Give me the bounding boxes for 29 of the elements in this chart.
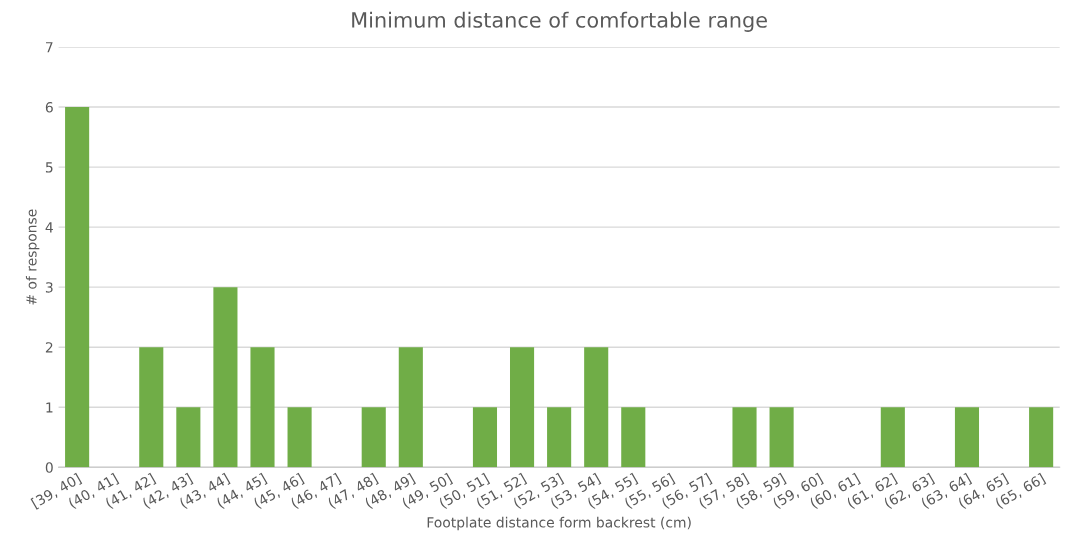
bar (621, 407, 646, 468)
y-tick-label: 4 (45, 222, 53, 233)
bar (769, 407, 794, 468)
bar (547, 407, 572, 468)
bar (880, 407, 905, 468)
bar (250, 347, 275, 468)
bar (472, 407, 498, 468)
bar (361, 407, 386, 468)
y-axis-title: # of response (25, 209, 40, 305)
y-tick-label: 3 (45, 282, 53, 293)
bar (954, 407, 980, 468)
y-tick-label: 6 (45, 102, 53, 113)
bar (732, 407, 757, 468)
bar (1029, 407, 1054, 468)
bar (287, 407, 312, 468)
bar (139, 347, 164, 468)
y-tick-label: 1 (46, 402, 53, 413)
x-axis-title: Footplate distance form backrest (cm) (427, 516, 691, 531)
y-tick-label: 2 (45, 342, 53, 353)
y-tick-label: 0 (45, 462, 53, 473)
bar (213, 287, 238, 468)
bar (398, 347, 423, 468)
bar (176, 407, 201, 468)
bar (584, 347, 609, 468)
y-tick-label: 5 (45, 162, 53, 173)
chart-title: Minimum distance of comfortable range (352, 11, 767, 32)
y-tick-label: 7 (46, 42, 53, 53)
bar (65, 107, 90, 468)
bar (510, 347, 535, 468)
